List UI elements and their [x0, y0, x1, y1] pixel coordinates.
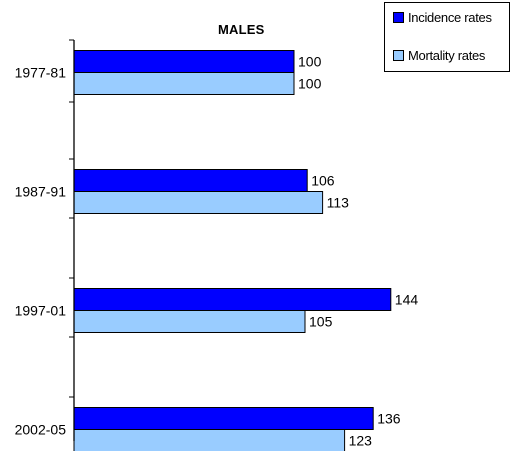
- data-label: 100: [298, 76, 322, 92]
- data-label: 144: [395, 292, 419, 308]
- category-label: 1997-01: [15, 303, 67, 319]
- data-label: 106: [311, 173, 335, 189]
- bar-mortality-1997-01: [73, 310, 306, 333]
- category-label: 1987-91: [15, 184, 67, 200]
- legend-label-incidence: Incidence rates: [408, 9, 492, 25]
- legend-swatch-incidence: [393, 11, 404, 23]
- legend-item-mortality: Mortality rates: [393, 45, 485, 65]
- legend-label-mortality: Mortality rates: [408, 47, 486, 63]
- bar-incidence-2002-05: [73, 407, 374, 430]
- data-label: 123: [349, 433, 373, 449]
- data-label: 105: [309, 314, 333, 330]
- legend-item-incidence: Incidence rates: [393, 7, 492, 27]
- bar-mortality-1977-81: [73, 72, 295, 95]
- data-label: 113: [327, 195, 350, 211]
- bar-incidence-1997-01: [73, 288, 392, 311]
- bar-mortality-1987-91: [73, 191, 324, 214]
- bar-mortality-2002-05: [73, 429, 346, 451]
- category-label: 2002-05: [15, 422, 67, 438]
- bar-incidence-1977-81: [73, 50, 295, 73]
- chart-title: MALES: [218, 22, 265, 37]
- data-label: 100: [298, 54, 322, 70]
- legend: Incidence rates Mortality rates: [384, 2, 510, 72]
- data-label: 136: [377, 411, 401, 427]
- bar-incidence-1987-91: [73, 169, 308, 192]
- legend-swatch-mortality: [393, 49, 404, 61]
- category-label: 1977-81: [15, 65, 67, 81]
